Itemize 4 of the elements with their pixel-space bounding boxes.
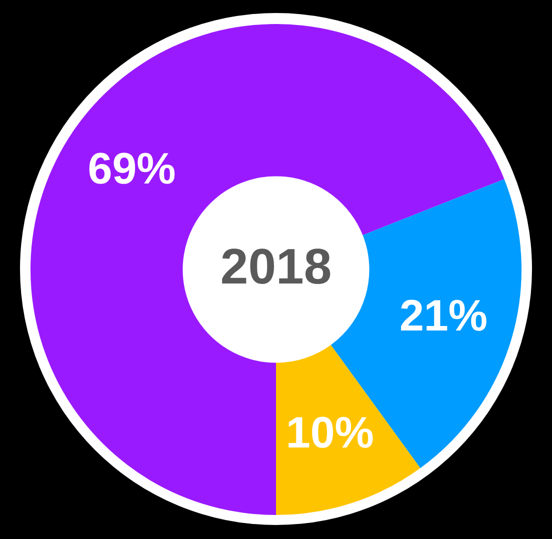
- text: 2018: [220, 238, 332, 294]
- data-label: 10%: [286, 408, 374, 458]
- data-label: 69%: [88, 144, 176, 194]
- data-label: 21%: [399, 291, 488, 340]
